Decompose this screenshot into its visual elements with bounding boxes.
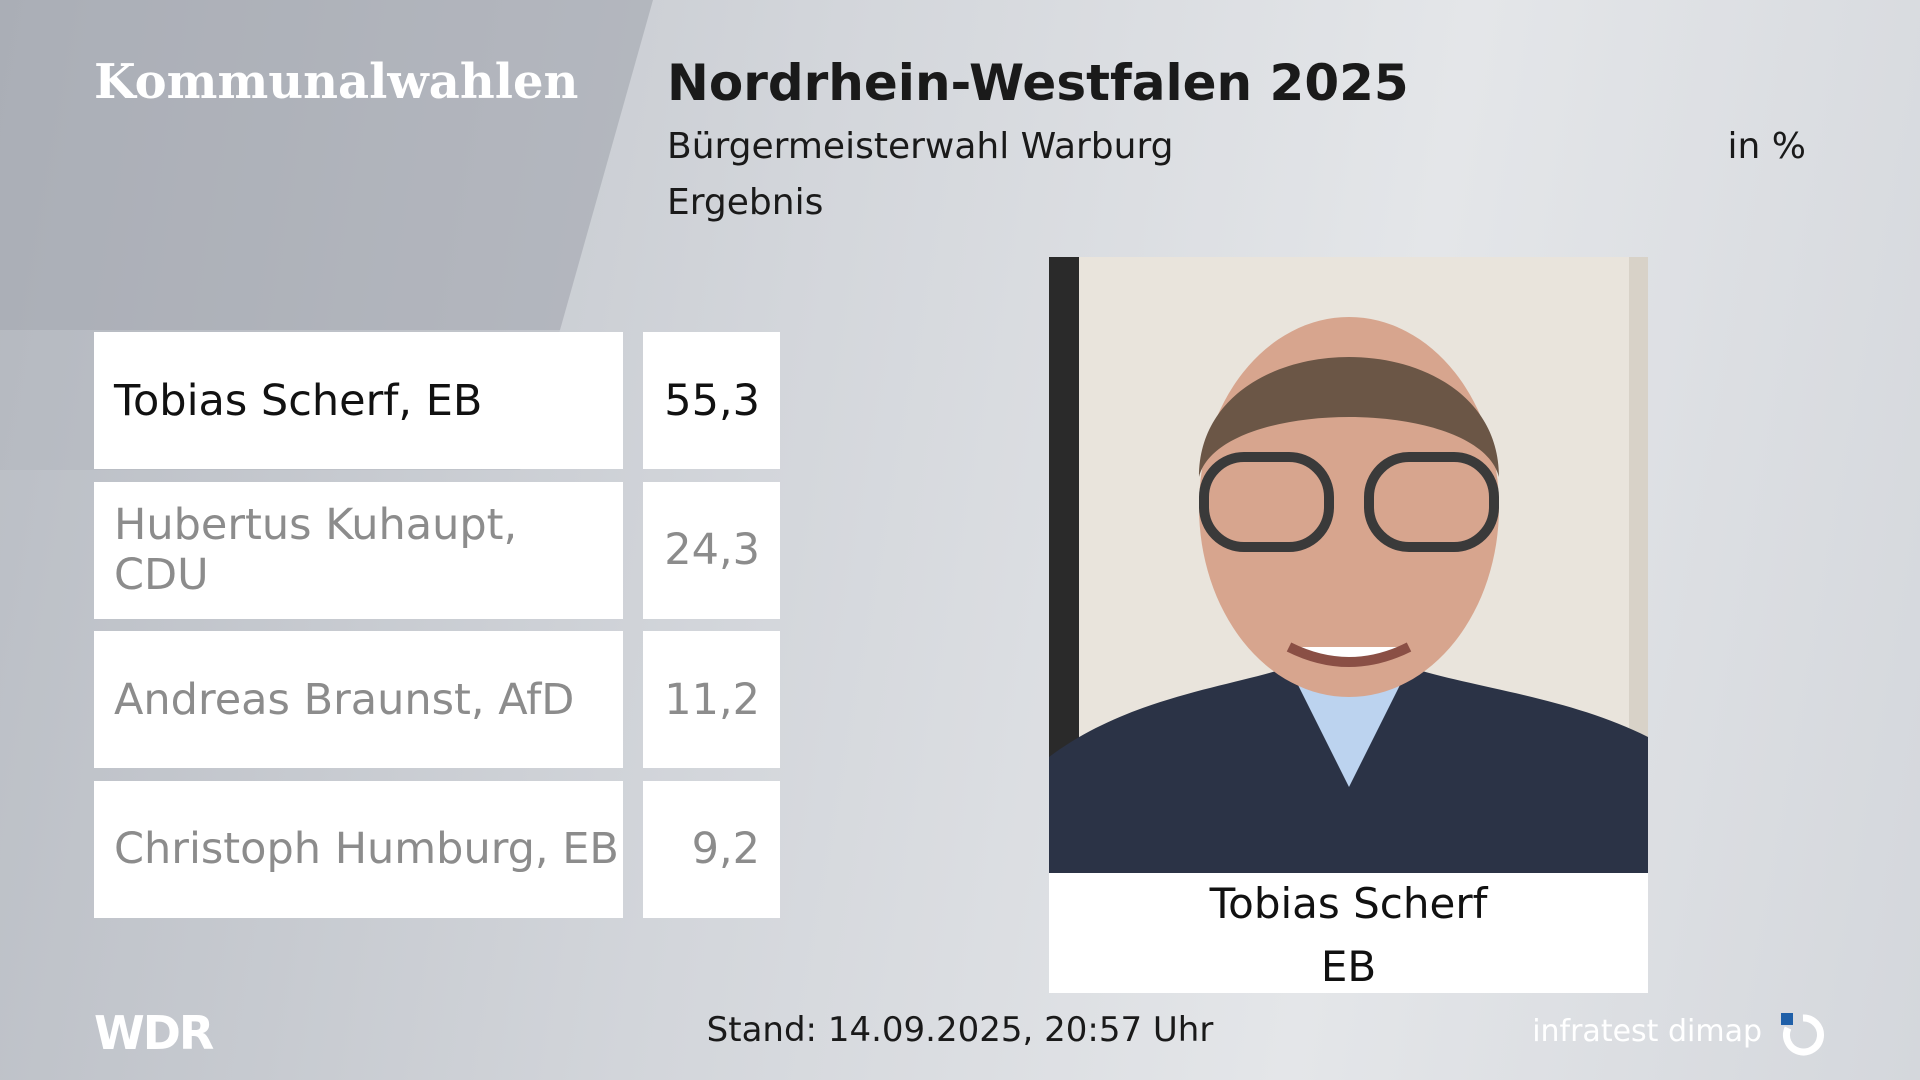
- unit: in %: [1727, 126, 1806, 167]
- candidate-share: 24,3: [643, 481, 780, 619]
- candidate-share: 11,2: [643, 631, 780, 768]
- source-logo: [1781, 1013, 1824, 1056]
- winner-name: Tobias Scherf: [1209, 879, 1488, 928]
- winner-party: EB: [1320, 942, 1377, 991]
- photo-caption: Tobias Scherf EB: [1049, 873, 1648, 993]
- subtitle: Bürgermeisterwahl Warburg: [667, 126, 1174, 167]
- timestamp: Stand: 14.09.2025, 20:57 Uhr: [706, 1010, 1214, 1050]
- candidate-photo: [1049, 257, 1648, 873]
- source: infratest dimap: [1532, 1014, 1762, 1049]
- status: Ergebnis: [667, 182, 824, 223]
- logo: WDR: [94, 1006, 214, 1060]
- candidate-name: Andreas Braunst, AfD: [94, 631, 623, 768]
- brand: Kommunalwahlen: [94, 54, 579, 110]
- candidate-name: Hubertus Kuhaupt, CDU: [94, 481, 623, 619]
- candidate-share: 55,3: [643, 332, 780, 469]
- candidate-name: Christoph Humburg, EB: [94, 780, 623, 918]
- candidate-share: 9,2: [643, 780, 780, 918]
- title: Nordrhein-Westfalen 2025: [667, 54, 1409, 112]
- candidate-name: Tobias Scherf, EB: [94, 332, 623, 469]
